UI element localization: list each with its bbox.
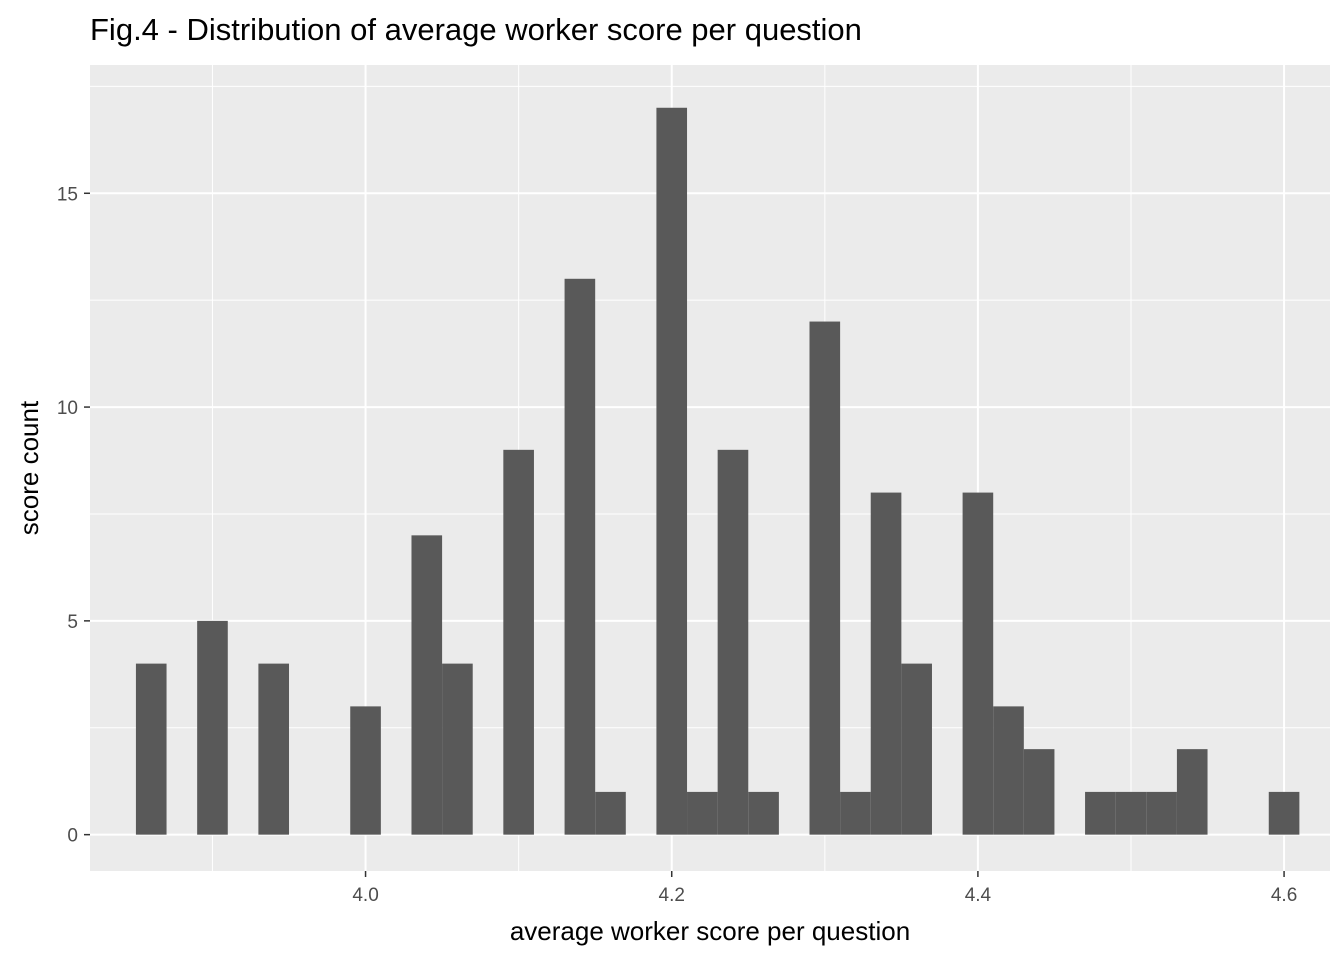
histogram-bar — [1268, 791, 1300, 835]
histogram-bar — [901, 663, 932, 835]
histogram-bar — [656, 107, 688, 835]
histogram-bar — [809, 321, 841, 835]
histogram-bar — [350, 706, 381, 835]
histogram-bar — [1023, 749, 1055, 835]
histogram-bar — [258, 663, 290, 835]
x-tick-label: 4.6 — [1271, 885, 1297, 906]
histogram-bar — [197, 620, 228, 835]
histogram-bar — [564, 278, 596, 835]
histogram-bar — [993, 706, 1024, 835]
x-tick-label: 4.0 — [352, 885, 378, 906]
x-tick-label: 4.4 — [965, 885, 992, 906]
histogram-bar — [870, 492, 902, 835]
x-tick-label: 4.2 — [659, 885, 685, 906]
histogram-bar — [1115, 791, 1147, 835]
x-axis-title: average worker score per question — [510, 916, 910, 946]
chart-title: Fig.4 - Distribution of average worker s… — [90, 12, 862, 47]
histogram-bar — [595, 791, 626, 835]
histogram-bars — [135, 107, 1300, 835]
y-tick-label: 10 — [57, 398, 78, 419]
histogram-bar — [442, 663, 473, 835]
y-axis-title: score count — [14, 400, 44, 535]
y-axis: 0 5 10 15 — [57, 184, 90, 847]
histogram-bar — [748, 791, 779, 835]
x-axis: 4.0 4.2 4.4 4.6 — [352, 871, 1297, 906]
histogram-bar — [503, 449, 534, 835]
histogram-bar — [1085, 791, 1116, 835]
histogram-bar — [840, 791, 871, 835]
histogram-bar — [717, 449, 749, 835]
y-tick-label: 5 — [67, 612, 78, 633]
histogram-bar — [1176, 749, 1208, 835]
histogram-bar — [411, 535, 443, 835]
y-tick-label: 15 — [57, 184, 78, 205]
histogram-bar — [135, 663, 167, 835]
histogram-bar — [687, 791, 718, 835]
histogram-bar — [962, 492, 994, 835]
plot-panel — [90, 65, 1330, 871]
y-tick-label: 0 — [67, 826, 78, 847]
histogram-bar — [1146, 791, 1177, 835]
